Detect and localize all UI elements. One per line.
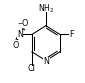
Text: O: O	[12, 41, 19, 50]
Text: N: N	[43, 57, 49, 66]
Text: NH$_2$: NH$_2$	[38, 3, 54, 15]
Text: O: O	[22, 19, 28, 28]
Text: +: +	[21, 27, 26, 32]
Text: −: −	[18, 20, 23, 25]
Text: Cl: Cl	[28, 64, 36, 73]
Text: F: F	[69, 30, 74, 39]
Text: N: N	[17, 30, 23, 39]
